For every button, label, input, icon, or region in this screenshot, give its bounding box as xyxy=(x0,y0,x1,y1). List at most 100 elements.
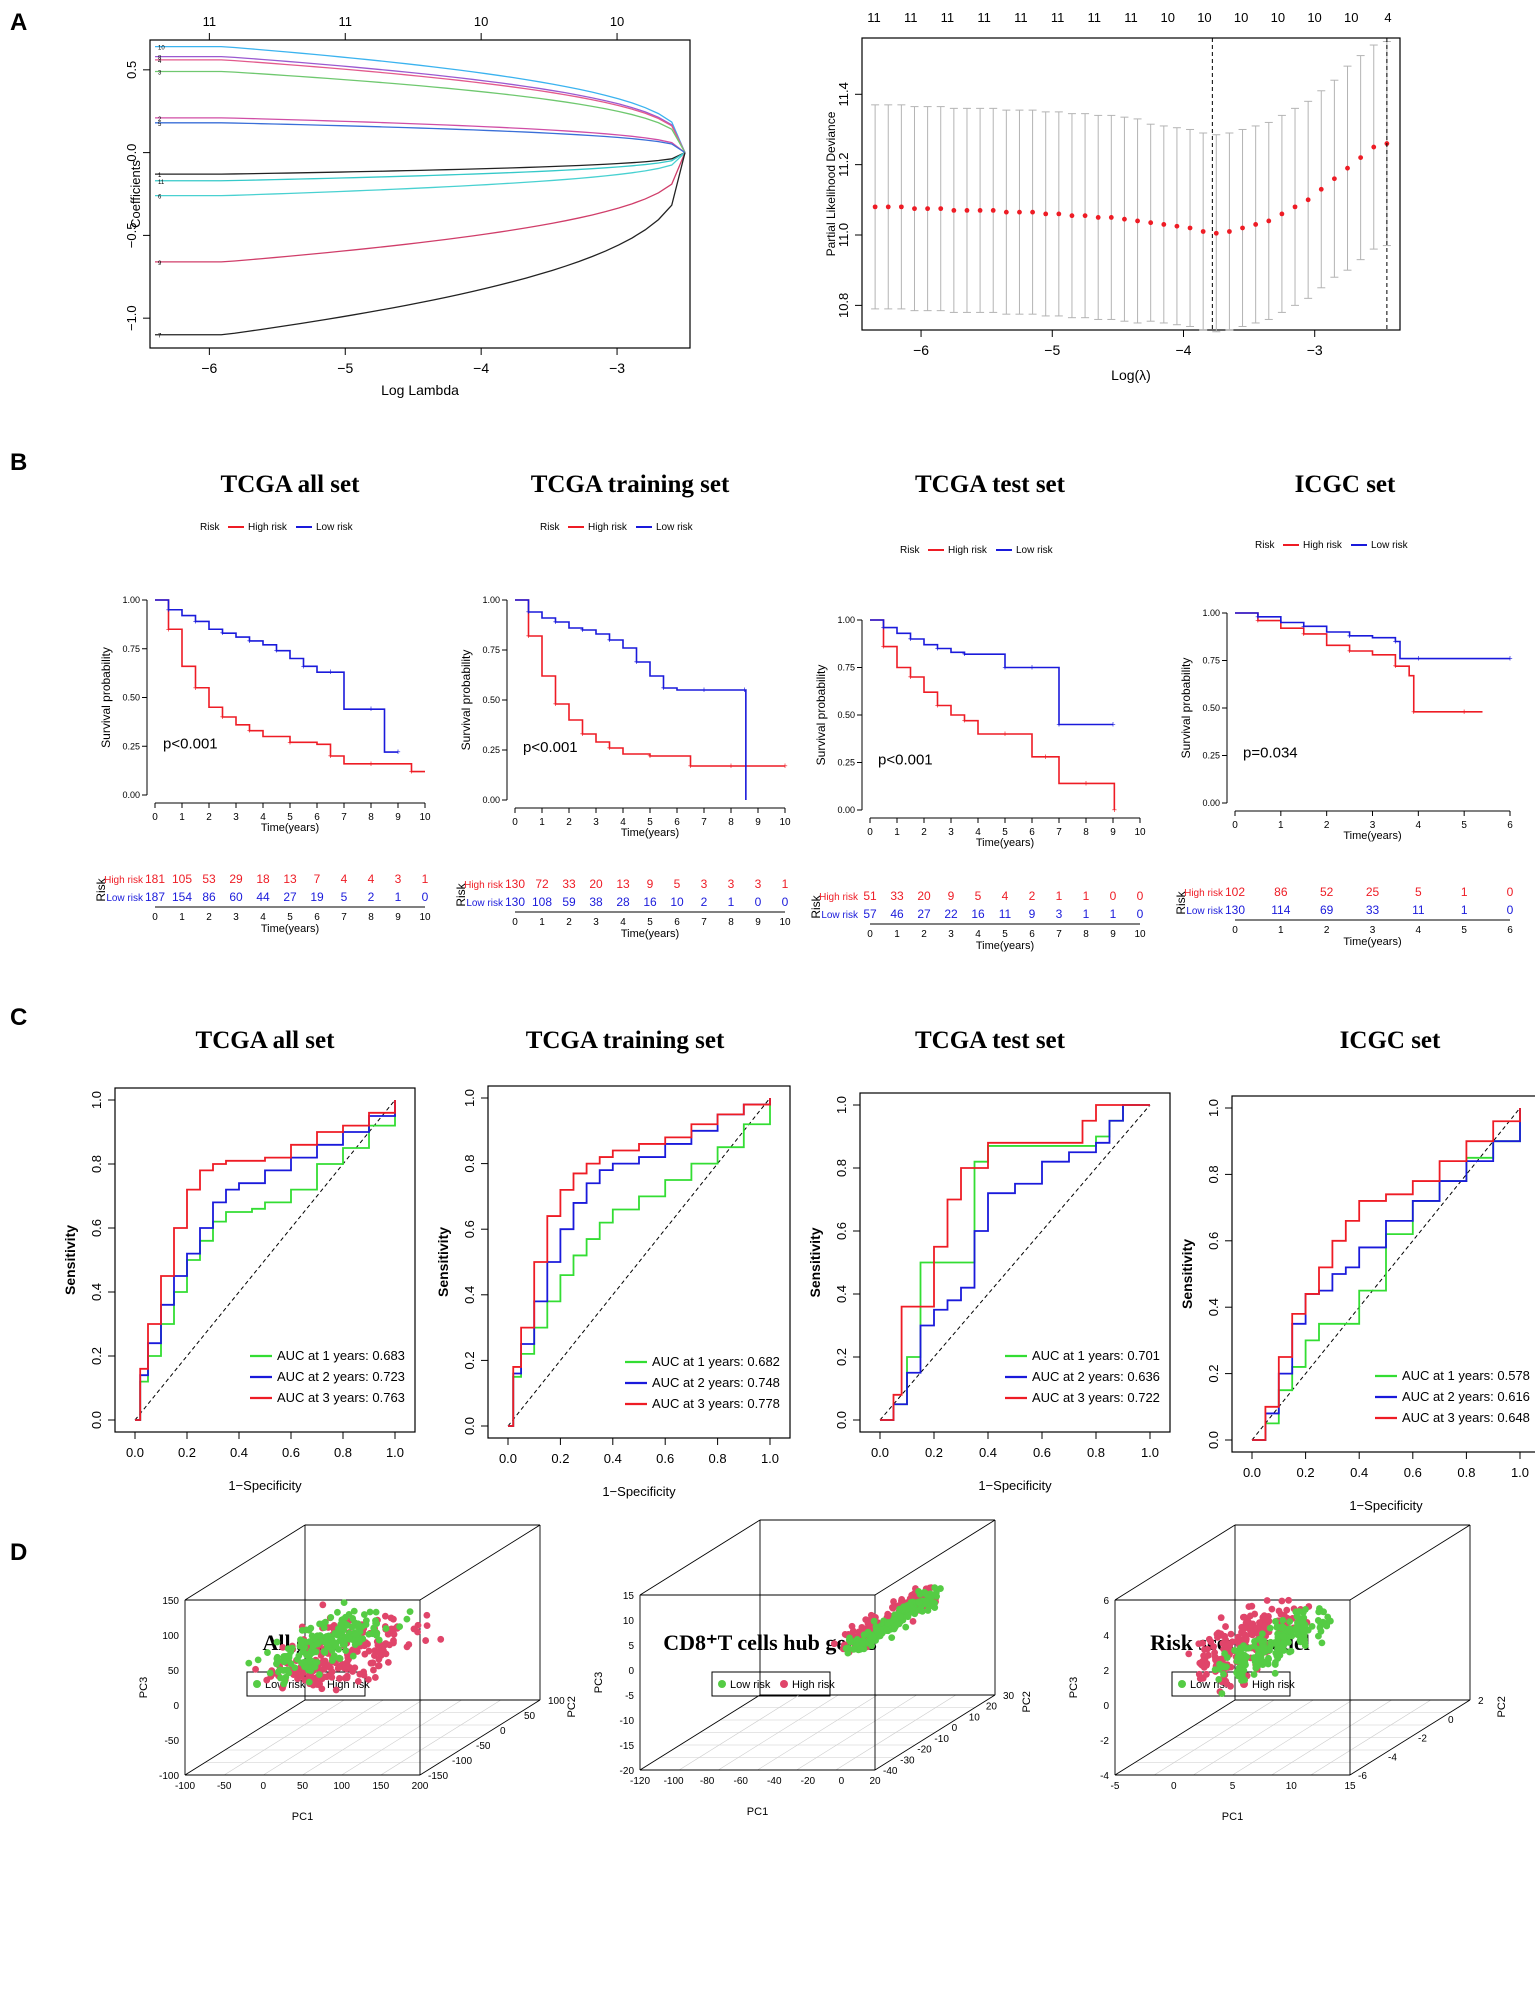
pca-point xyxy=(1253,1624,1261,1632)
risk-count: 130 xyxy=(1225,903,1245,917)
y-axis-label: Sensitivity xyxy=(1179,1239,1195,1309)
pca-point xyxy=(842,1645,850,1652)
pca-point xyxy=(1238,1677,1245,1684)
deviance-point xyxy=(1043,211,1049,217)
censor-mark: + xyxy=(1416,654,1421,664)
pca-point xyxy=(1252,1664,1260,1672)
risk-table-label: Risk xyxy=(809,894,823,918)
censor-mark: + xyxy=(1393,661,1398,671)
p-value-label: p<0.001 xyxy=(878,752,933,769)
top-tick-label: 11 xyxy=(339,14,353,29)
box-edge xyxy=(1349,1699,1471,1776)
pca-point xyxy=(1285,1596,1293,1604)
x-tick-label: -80 xyxy=(700,1776,715,1787)
censor-mark: + xyxy=(193,683,198,693)
y-tick-label: 0 xyxy=(952,1723,958,1734)
deviance-point xyxy=(872,204,878,210)
pca-point xyxy=(1238,1667,1246,1675)
y-axis-label: Partial Likelihood Deviance xyxy=(824,111,838,256)
x-tick-label: 10 xyxy=(419,812,431,823)
coef-path xyxy=(155,152,686,197)
pca-point xyxy=(1266,1624,1274,1632)
top-count-label: 11 xyxy=(904,10,918,25)
pca-point xyxy=(1283,1606,1291,1614)
x-tick-label: 7 xyxy=(341,812,347,823)
x-tick-label: 10 xyxy=(779,817,791,828)
y-tick-label: 0.2 xyxy=(462,1351,477,1369)
deviance-point xyxy=(1161,222,1167,227)
deviance-point xyxy=(1108,215,1114,220)
p-value-label: p<0.001 xyxy=(523,739,578,756)
x-tick-label: 100 xyxy=(333,1781,350,1792)
pca-point xyxy=(297,1673,305,1680)
pca-point xyxy=(300,1644,308,1652)
risk-axis-tick: 10 xyxy=(419,912,431,923)
z-tick-label: -20 xyxy=(620,1766,635,1777)
risk-count: 2 xyxy=(1029,889,1036,903)
pca-point xyxy=(858,1623,866,1631)
risk-row-name: Low risk xyxy=(466,898,504,909)
box-edge xyxy=(184,1699,306,1776)
legend-entry: AUC at 2 years: 0.616 xyxy=(1402,1389,1530,1404)
risk-axis-tick: 10 xyxy=(1134,929,1146,940)
risk-count: 0 xyxy=(1507,903,1514,917)
km-curve xyxy=(1235,612,1510,660)
pca-point xyxy=(1195,1670,1203,1678)
risk-count: 69 xyxy=(1320,903,1334,917)
pca-point xyxy=(1246,1612,1254,1620)
pca-point xyxy=(1233,1669,1241,1677)
pca-point xyxy=(874,1633,882,1640)
x-tick-label: 0.4 xyxy=(230,1445,248,1460)
y-tick-label: -40 xyxy=(883,1766,898,1777)
x-tick-label: 50 xyxy=(297,1781,309,1792)
pca-point xyxy=(1286,1618,1294,1626)
pca-point xyxy=(273,1638,281,1646)
z-tick-label: 6 xyxy=(1103,1596,1109,1607)
censor-mark: + xyxy=(247,636,252,646)
risk-count: 108 xyxy=(532,895,552,909)
pca-point xyxy=(1215,1675,1223,1683)
risk-count: 25 xyxy=(1366,885,1380,899)
pca-point xyxy=(1299,1618,1307,1626)
pca-point xyxy=(897,1613,904,1621)
risk-axis-tick: 9 xyxy=(1110,929,1116,940)
x-tick-label: -60 xyxy=(733,1776,748,1787)
risk-axis-tick: 2 xyxy=(1324,925,1330,936)
x-axis-label: Log Lambda xyxy=(381,382,459,398)
pca-point xyxy=(1315,1608,1323,1616)
legend-dot-low xyxy=(253,1680,261,1688)
pca-point xyxy=(1278,1597,1286,1605)
risk-count: 86 xyxy=(1274,885,1288,899)
x-tick-label: −6 xyxy=(201,360,217,376)
pca-point xyxy=(382,1640,390,1647)
pca-point xyxy=(898,1595,906,1603)
path-index-label: 10 xyxy=(158,46,165,52)
diagonal-reference xyxy=(134,1099,396,1421)
legend-entry: AUC at 2 years: 0.748 xyxy=(652,1375,780,1390)
pca-point xyxy=(373,1632,380,1639)
top-count-label: 11 xyxy=(1014,10,1028,25)
path-index-label: 8 xyxy=(158,56,162,62)
pca-point xyxy=(264,1649,271,1656)
top-count-label: 10 xyxy=(1197,10,1211,25)
x-tick-label: 2 xyxy=(1324,820,1330,831)
risk-table-label: Risk xyxy=(94,877,108,901)
censor-mark: + xyxy=(742,685,747,695)
coef-path xyxy=(155,117,686,154)
risk-count: 13 xyxy=(616,877,630,891)
censor-mark: + xyxy=(368,704,373,714)
risk-count: 5 xyxy=(341,890,348,904)
pca-point xyxy=(423,1622,431,1630)
y-tick-label: -6 xyxy=(1358,1771,1367,1782)
censor-mark: + xyxy=(580,729,585,739)
pca-point xyxy=(1203,1670,1210,1678)
roc-curve xyxy=(880,1104,1150,1421)
x-tick-label: −4 xyxy=(1176,342,1192,358)
deviance-point xyxy=(1095,215,1101,220)
pca-point xyxy=(319,1601,327,1609)
y-tick-label: 100 xyxy=(548,1696,565,1707)
x-tick-label: 0.8 xyxy=(1457,1465,1475,1480)
y-tick-label: 0.8 xyxy=(462,1155,477,1173)
x-tick-label: 4 xyxy=(975,827,981,838)
